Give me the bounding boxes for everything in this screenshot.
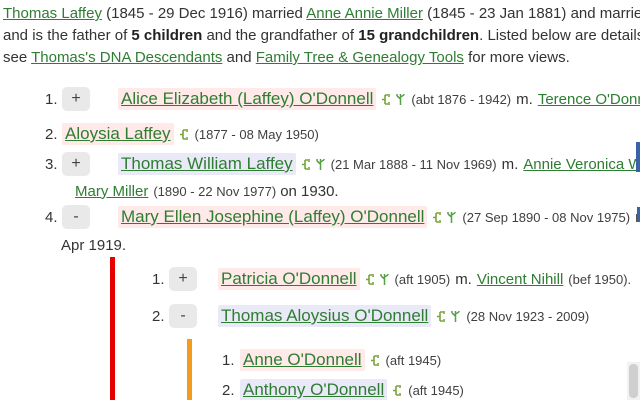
icon-group bbox=[301, 158, 326, 171]
spouse-dates: (1890 - 22 Nov 1977) bbox=[153, 183, 277, 199]
genealogy-tools-link[interactable]: Family Tree & Genealogy Tools bbox=[255, 49, 464, 66]
icon-group bbox=[381, 93, 406, 106]
descendant-row-aloysia: 2. Aloysia Laffey (1877 - 08 May 1950) bbox=[45, 121, 319, 147]
icon-group bbox=[370, 354, 381, 367]
spouse-link[interactable]: Terence O'Donne bbox=[537, 90, 640, 108]
person-link[interactable]: Thomas William Laffey bbox=[118, 153, 296, 175]
intro-text: and is the father of bbox=[3, 27, 132, 44]
married-label: m. bbox=[516, 90, 533, 108]
life-dates: (28 Nov 1923 - 2009) bbox=[466, 308, 590, 324]
dna-connector-icon[interactable] bbox=[301, 158, 312, 171]
scrollbar-thumb[interactable] bbox=[629, 364, 638, 398]
row-number: 1. bbox=[152, 270, 165, 288]
descendant-row-thomas-aloysius: 2. - Thomas Aloysius O'Donnell (28 Nov 1… bbox=[152, 303, 589, 329]
intro-text: (1845 - 29 Dec 1916) married bbox=[101, 5, 307, 22]
marriage-date-text: Apr 1919. bbox=[61, 236, 127, 254]
row-number: 3. bbox=[45, 155, 58, 173]
icon-group bbox=[436, 310, 461, 323]
dna-connector-icon[interactable] bbox=[392, 384, 403, 397]
icon-group bbox=[365, 273, 390, 286]
life-dates: (aft 1905) bbox=[394, 271, 451, 287]
descendant-row-thomas-william: 3. + Thomas William Laffey (21 Mar 1888 … bbox=[45, 151, 640, 177]
spouse-dates: (bef 1950). bbox=[568, 271, 632, 287]
grandchildren-count: 15 grandchildren bbox=[358, 27, 480, 44]
family-tree-icon[interactable] bbox=[379, 273, 390, 286]
anne-annie-miller-link[interactable]: Anne Annie Miller bbox=[306, 5, 423, 22]
icon-group bbox=[392, 384, 403, 397]
descendant-row-anne: 1. Anne O'Donnell (aft 1945) bbox=[222, 347, 441, 373]
descent-line-red bbox=[110, 257, 115, 400]
family-tree-icon[interactable] bbox=[315, 158, 326, 171]
family-tree-icon[interactable] bbox=[446, 211, 457, 224]
row-number: 4. bbox=[45, 208, 58, 226]
dna-connector-icon[interactable] bbox=[432, 211, 443, 224]
descendant-row-anthony: 2. Anthony O'Donnell (aft 1945) bbox=[222, 377, 464, 400]
descendant-row-alice: 1. + Alice Elizabeth (Laffey) O'Donnell … bbox=[45, 86, 640, 112]
person-link[interactable]: Alice Elizabeth (Laffey) O'Donnell bbox=[118, 88, 377, 110]
dna-descendants-link[interactable]: Thomas's DNA Descendants bbox=[31, 49, 223, 66]
life-dates: (abt 1876 - 1942) bbox=[411, 91, 512, 107]
family-tree-icon[interactable] bbox=[395, 93, 406, 106]
person-link[interactable]: Aloysia Laffey bbox=[62, 123, 174, 145]
marriage-continuation: Mary Miller (1890 - 22 Nov 1977) on 1930… bbox=[75, 178, 339, 204]
children-count: 5 children bbox=[131, 27, 203, 44]
intro-text: for more views. bbox=[463, 49, 570, 66]
row-number: 2. bbox=[222, 381, 235, 399]
person-link[interactable]: Anne O'Donnell bbox=[240, 349, 365, 371]
life-dates: (aft 1945) bbox=[408, 382, 464, 398]
row-number: 1. bbox=[45, 90, 58, 108]
row-number: 2. bbox=[45, 125, 58, 143]
clipped-image bbox=[637, 207, 640, 222]
thomas-laffey-link[interactable]: Thomas Laffey bbox=[3, 5, 102, 22]
clipped-image bbox=[636, 142, 640, 172]
life-dates: (1877 - 08 May 1950) bbox=[194, 126, 319, 142]
life-dates: (27 Sep 1890 - 08 Nov 1975) bbox=[462, 209, 631, 225]
intro-text: . Listed below are details bbox=[479, 27, 640, 44]
married-label: m. bbox=[455, 270, 472, 288]
marriage-continuation: Apr 1919. bbox=[61, 232, 126, 258]
spouse-link[interactable]: Mary Miller bbox=[75, 182, 149, 200]
intro-line-1: Thomas Laffey (1845 - 29 Dec 1916) marri… bbox=[3, 3, 640, 25]
intro-text: and the grandfather of bbox=[202, 27, 359, 44]
life-dates: (21 Mar 1888 - 11 Nov 1969) bbox=[330, 156, 497, 172]
intro-paragraph: Thomas Laffey (1845 - 29 Dec 1916) marri… bbox=[3, 3, 640, 69]
expand-toggle-button[interactable]: + bbox=[169, 267, 197, 291]
descent-line-orange bbox=[187, 339, 192, 400]
row-number: 1. bbox=[222, 351, 235, 369]
dna-connector-icon[interactable] bbox=[179, 128, 190, 141]
dna-connector-icon[interactable] bbox=[436, 310, 447, 323]
intro-line-3: see Thomas's DNA Descendants and Family … bbox=[3, 47, 640, 69]
person-link[interactable]: Anthony O'Donnell bbox=[240, 379, 388, 400]
descendant-row-patricia: 1. + Patricia O'Donnell (aft 1905) m. Vi… bbox=[152, 266, 631, 292]
spouse-link[interactable]: Annie Veronica Wall bbox=[523, 155, 640, 173]
dna-connector-icon[interactable] bbox=[370, 354, 381, 367]
dna-connector-icon[interactable] bbox=[381, 93, 392, 106]
person-link[interactable]: Thomas Aloysius O'Donnell bbox=[218, 305, 432, 327]
expand-toggle-button[interactable]: + bbox=[62, 152, 90, 176]
collapse-toggle-button[interactable]: - bbox=[62, 205, 90, 229]
family-tree-icon[interactable] bbox=[450, 310, 461, 323]
dna-connector-icon[interactable] bbox=[365, 273, 376, 286]
row-number: 2. bbox=[152, 307, 165, 325]
married-label: m. bbox=[501, 155, 519, 173]
person-link[interactable]: Mary Ellen Josephine (Laffey) O'Donnell bbox=[118, 206, 428, 228]
life-dates: (aft 1945) bbox=[385, 352, 442, 368]
person-link[interactable]: Patricia O'Donnell bbox=[218, 268, 360, 290]
collapse-toggle-button[interactable]: - bbox=[169, 304, 197, 328]
intro-text: (1845 - 23 Jan 1881) and married J bbox=[422, 5, 640, 22]
expand-toggle-button[interactable]: + bbox=[62, 87, 90, 111]
spouse-link[interactable]: Vincent Nihill bbox=[476, 270, 564, 288]
icon-group bbox=[432, 211, 457, 224]
intro-line-2: and is the father of 5 children and the … bbox=[3, 25, 640, 47]
intro-text: and bbox=[222, 49, 256, 66]
vertical-scrollbar[interactable] bbox=[627, 362, 640, 400]
descendant-row-mary-ellen: 4. - Mary Ellen Josephine (Laffey) O'Don… bbox=[45, 204, 640, 230]
marriage-date-text: on 1930. bbox=[280, 182, 339, 200]
icon-group bbox=[179, 128, 190, 141]
intro-text: see bbox=[3, 49, 32, 66]
